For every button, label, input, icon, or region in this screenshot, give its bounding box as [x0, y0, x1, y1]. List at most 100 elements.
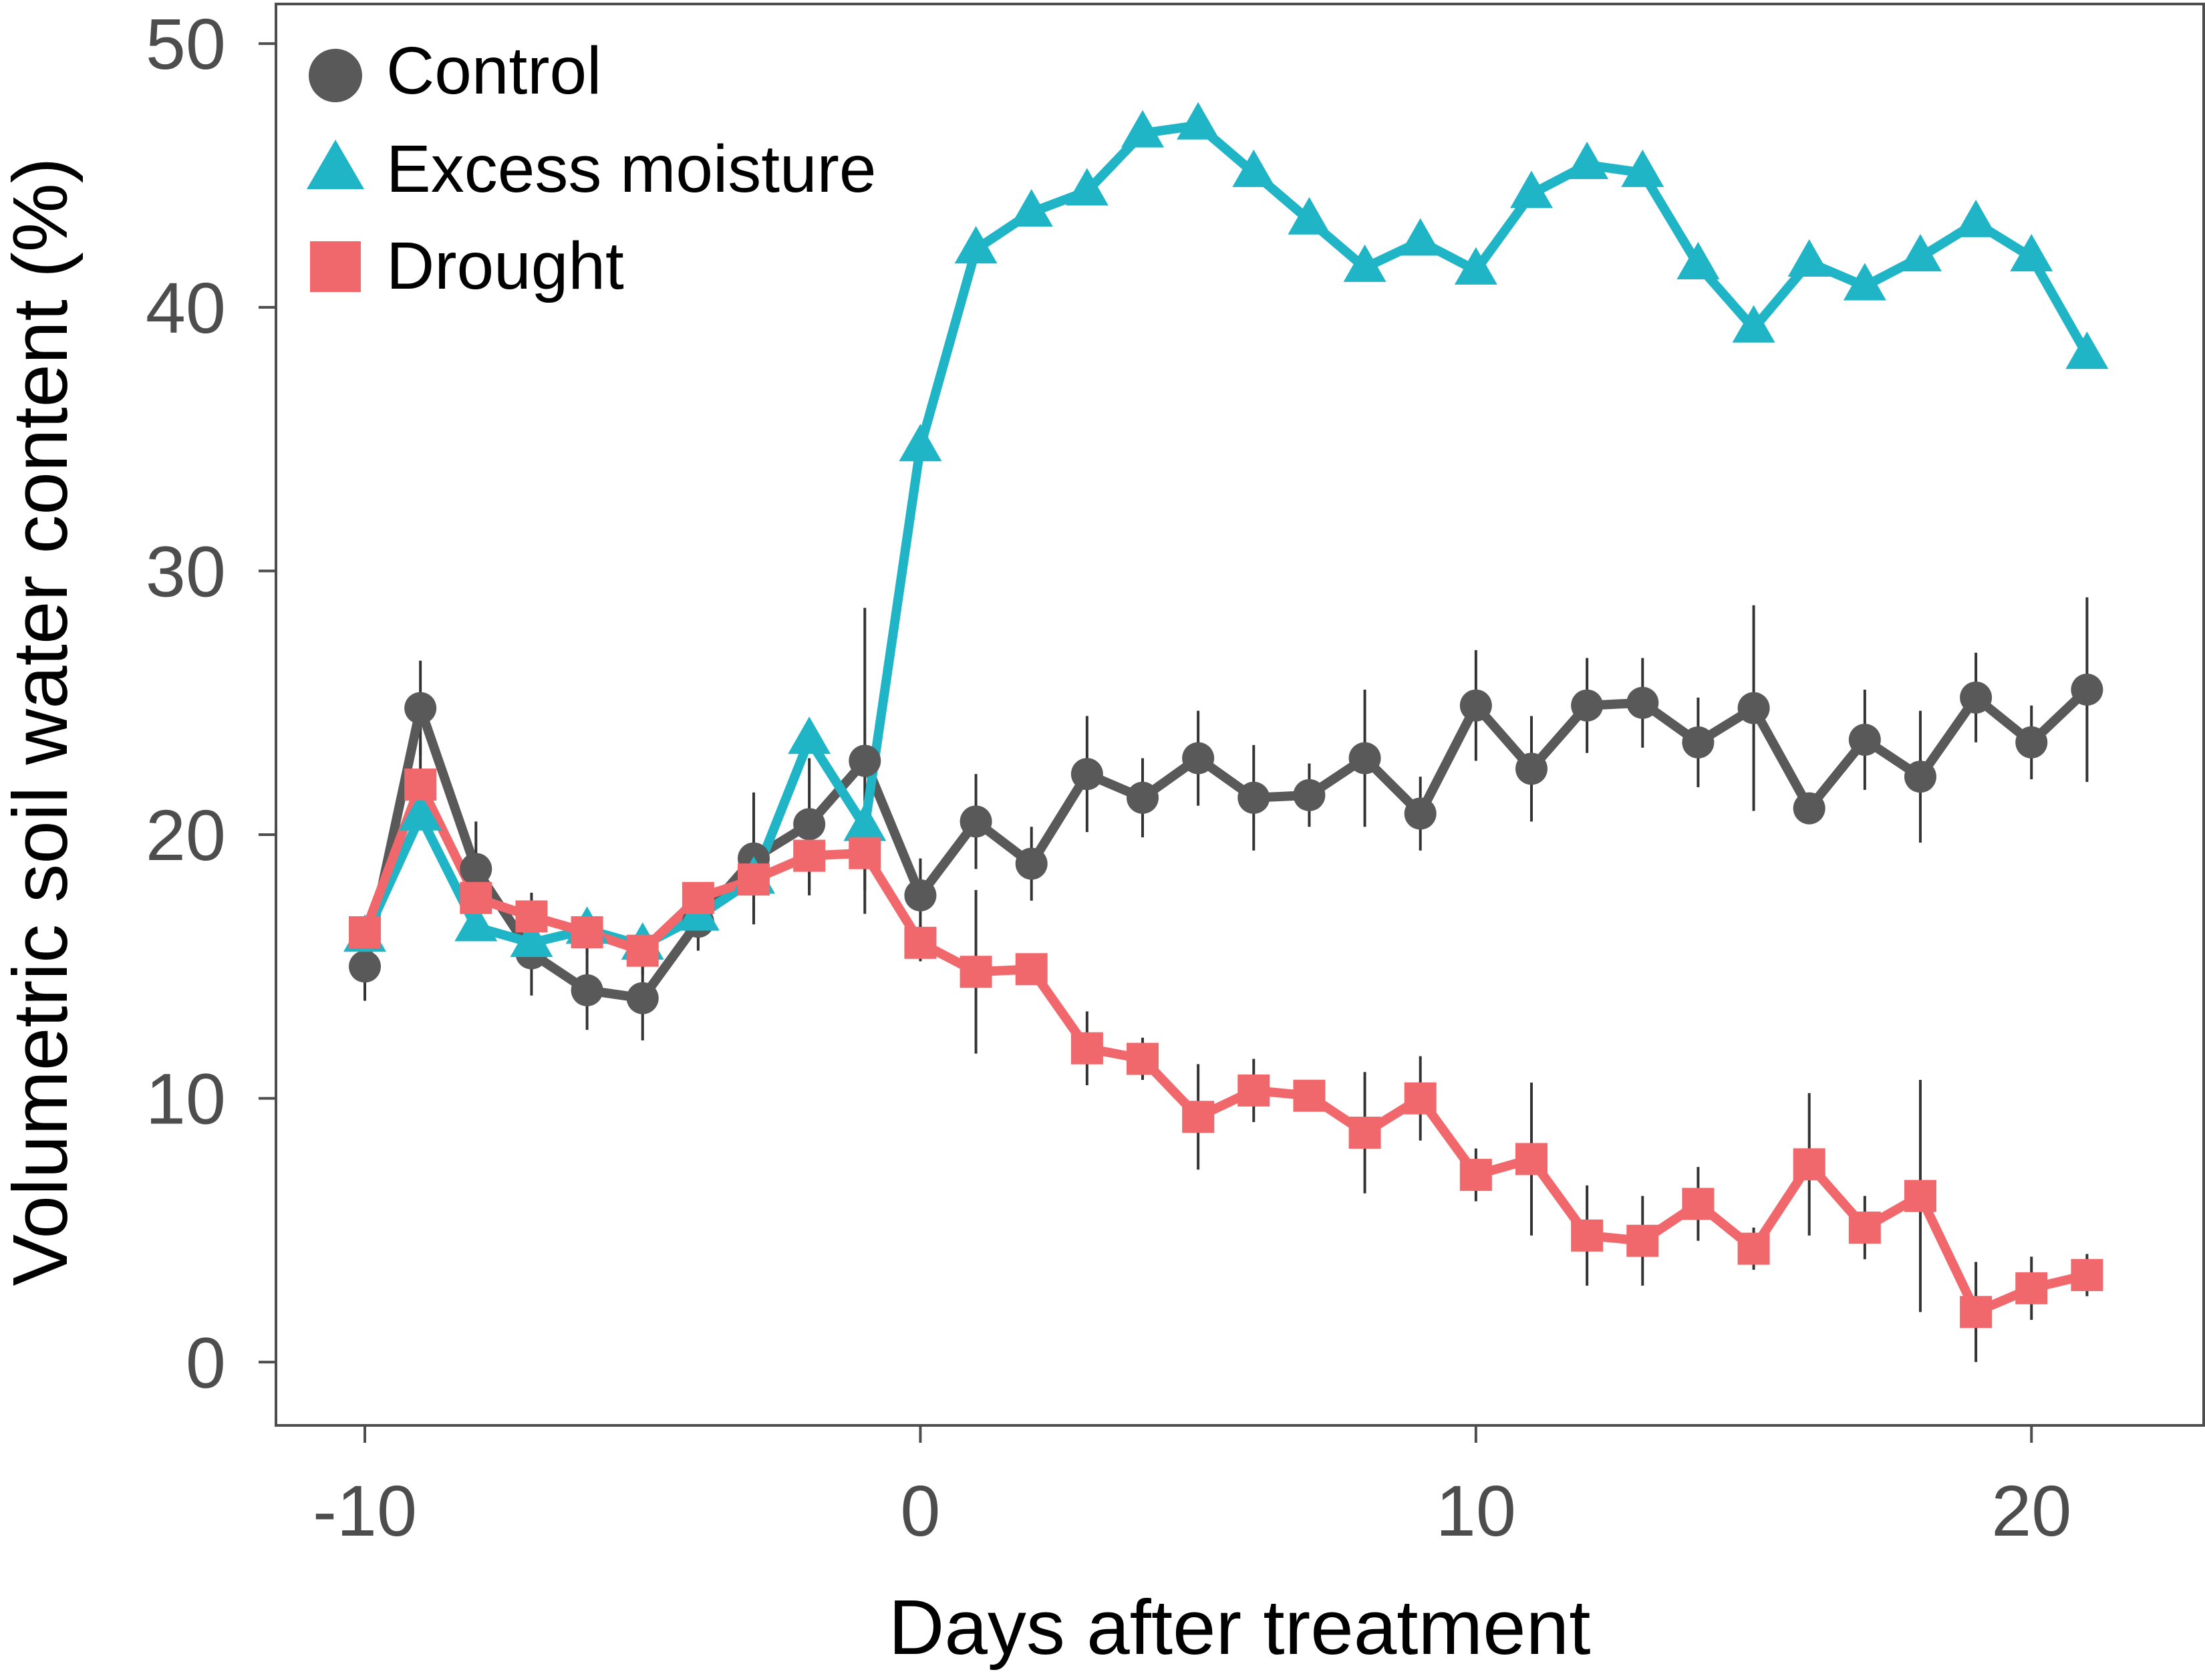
data-point: [1676, 241, 1720, 279]
data-point: [2015, 726, 2048, 758]
data-point: [454, 903, 498, 942]
data-point: [1626, 1224, 1659, 1257]
axes: -10 0 10 20 0 10 20 30 40 50: [146, 3, 2205, 1551]
data-point: [793, 839, 826, 872]
data-point: [1843, 263, 1886, 301]
legend: Control Excess moisture Drought: [307, 33, 877, 303]
legend-marker-excess-moisture: [307, 140, 364, 189]
data-point: [1515, 752, 1548, 785]
data-point: [849, 744, 881, 777]
data-point: [1293, 1079, 1326, 1112]
data-point: [1626, 686, 1659, 719]
data-point: [1070, 1032, 1103, 1065]
data-point: [899, 424, 942, 462]
data-point: [1848, 1212, 1881, 1244]
markers-control: [349, 674, 2103, 1014]
y-tick-label: 10: [146, 1059, 226, 1139]
data-point: [515, 900, 548, 933]
data-point: [571, 916, 603, 949]
data-point: [1404, 797, 1437, 830]
legend-marker-control: [309, 49, 362, 102]
y-tick-label: 40: [146, 267, 226, 348]
data-point: [404, 768, 437, 801]
data-point: [1182, 1101, 1215, 1133]
y-tick-label: 30: [146, 531, 226, 611]
data-point: [788, 716, 831, 754]
data-point: [1343, 244, 1386, 282]
y-axis-title: Volumetric soil water content (%): [0, 157, 84, 1286]
data-point: [1904, 760, 1936, 793]
data-point: [1177, 102, 1220, 140]
data-point: [1015, 847, 1048, 880]
data-point: [2010, 234, 2053, 272]
plot-border: [275, 3, 2205, 1427]
data-point: [849, 837, 881, 869]
data-point: [682, 881, 714, 914]
data-point: [1787, 239, 1831, 277]
x-tick-label: 0: [900, 1470, 940, 1551]
y-tick-label: 0: [186, 1322, 226, 1403]
data-point: [399, 793, 442, 831]
legend-entry-excess-moisture: Excess moisture: [307, 132, 877, 206]
data-point: [738, 863, 770, 896]
data-point: [1732, 305, 1775, 343]
data-point: [1399, 218, 1442, 256]
data-point: [349, 950, 382, 983]
data-point: [793, 808, 826, 841]
data-point: [954, 226, 998, 264]
data-point: [1070, 758, 1103, 791]
data-point: [1509, 170, 1553, 208]
data-point: [1848, 723, 1881, 756]
data-point: [904, 926, 937, 959]
data-point: [1571, 1219, 1604, 1252]
data-point: [1737, 1232, 1770, 1265]
data-point: [460, 853, 492, 885]
data-point: [1182, 742, 1215, 775]
data-point: [1960, 681, 1993, 714]
data-point: [2071, 674, 2103, 706]
data-point: [1904, 1179, 1936, 1212]
data-point: [1237, 781, 1270, 814]
legend-label-drought: Drought: [386, 229, 624, 303]
data-point: [1288, 196, 1331, 235]
data-point: [1348, 742, 1381, 775]
x-tick-label: 10: [1436, 1470, 1516, 1551]
data-point: [460, 881, 492, 914]
data-point: [1566, 141, 1609, 179]
data-point: [1015, 953, 1048, 986]
legend-entry-drought: Drought: [310, 229, 624, 303]
data-point: [404, 692, 437, 724]
data-point: [1571, 689, 1604, 722]
data-point: [2065, 331, 2109, 370]
x-tick-label: -10: [313, 1470, 417, 1551]
plot-area: [343, 102, 2109, 1363]
data-point: [1459, 1159, 1492, 1192]
markers-drought: [349, 768, 2103, 1328]
data-point: [349, 916, 382, 949]
data-point: [1121, 110, 1165, 148]
y-tick-label: 20: [146, 795, 226, 875]
x-tick-label: 20: [1991, 1470, 2071, 1551]
data-point: [2071, 1259, 2103, 1292]
data-point: [2015, 1272, 2048, 1304]
data-point: [1737, 692, 1770, 724]
data-point: [571, 974, 603, 1006]
data-point: [1682, 1187, 1715, 1220]
data-point: [904, 879, 937, 912]
data-point: [1954, 199, 1998, 237]
data-point: [1127, 1042, 1159, 1075]
data-point: [1459, 689, 1492, 722]
y-tick-label: 50: [146, 3, 226, 84]
x-axis-title: Days after treatment: [889, 1584, 1591, 1671]
data-point: [1515, 1143, 1548, 1175]
data-point: [1682, 726, 1715, 758]
data-point: [1404, 1082, 1437, 1115]
data-point: [1293, 779, 1326, 811]
data-point: [1348, 1116, 1381, 1149]
data-point: [1237, 1074, 1270, 1107]
legend-label-excess-moisture: Excess moisture: [386, 132, 877, 206]
data-point: [1454, 247, 1497, 285]
legend-label-control: Control: [386, 33, 601, 108]
data-point: [626, 934, 659, 967]
